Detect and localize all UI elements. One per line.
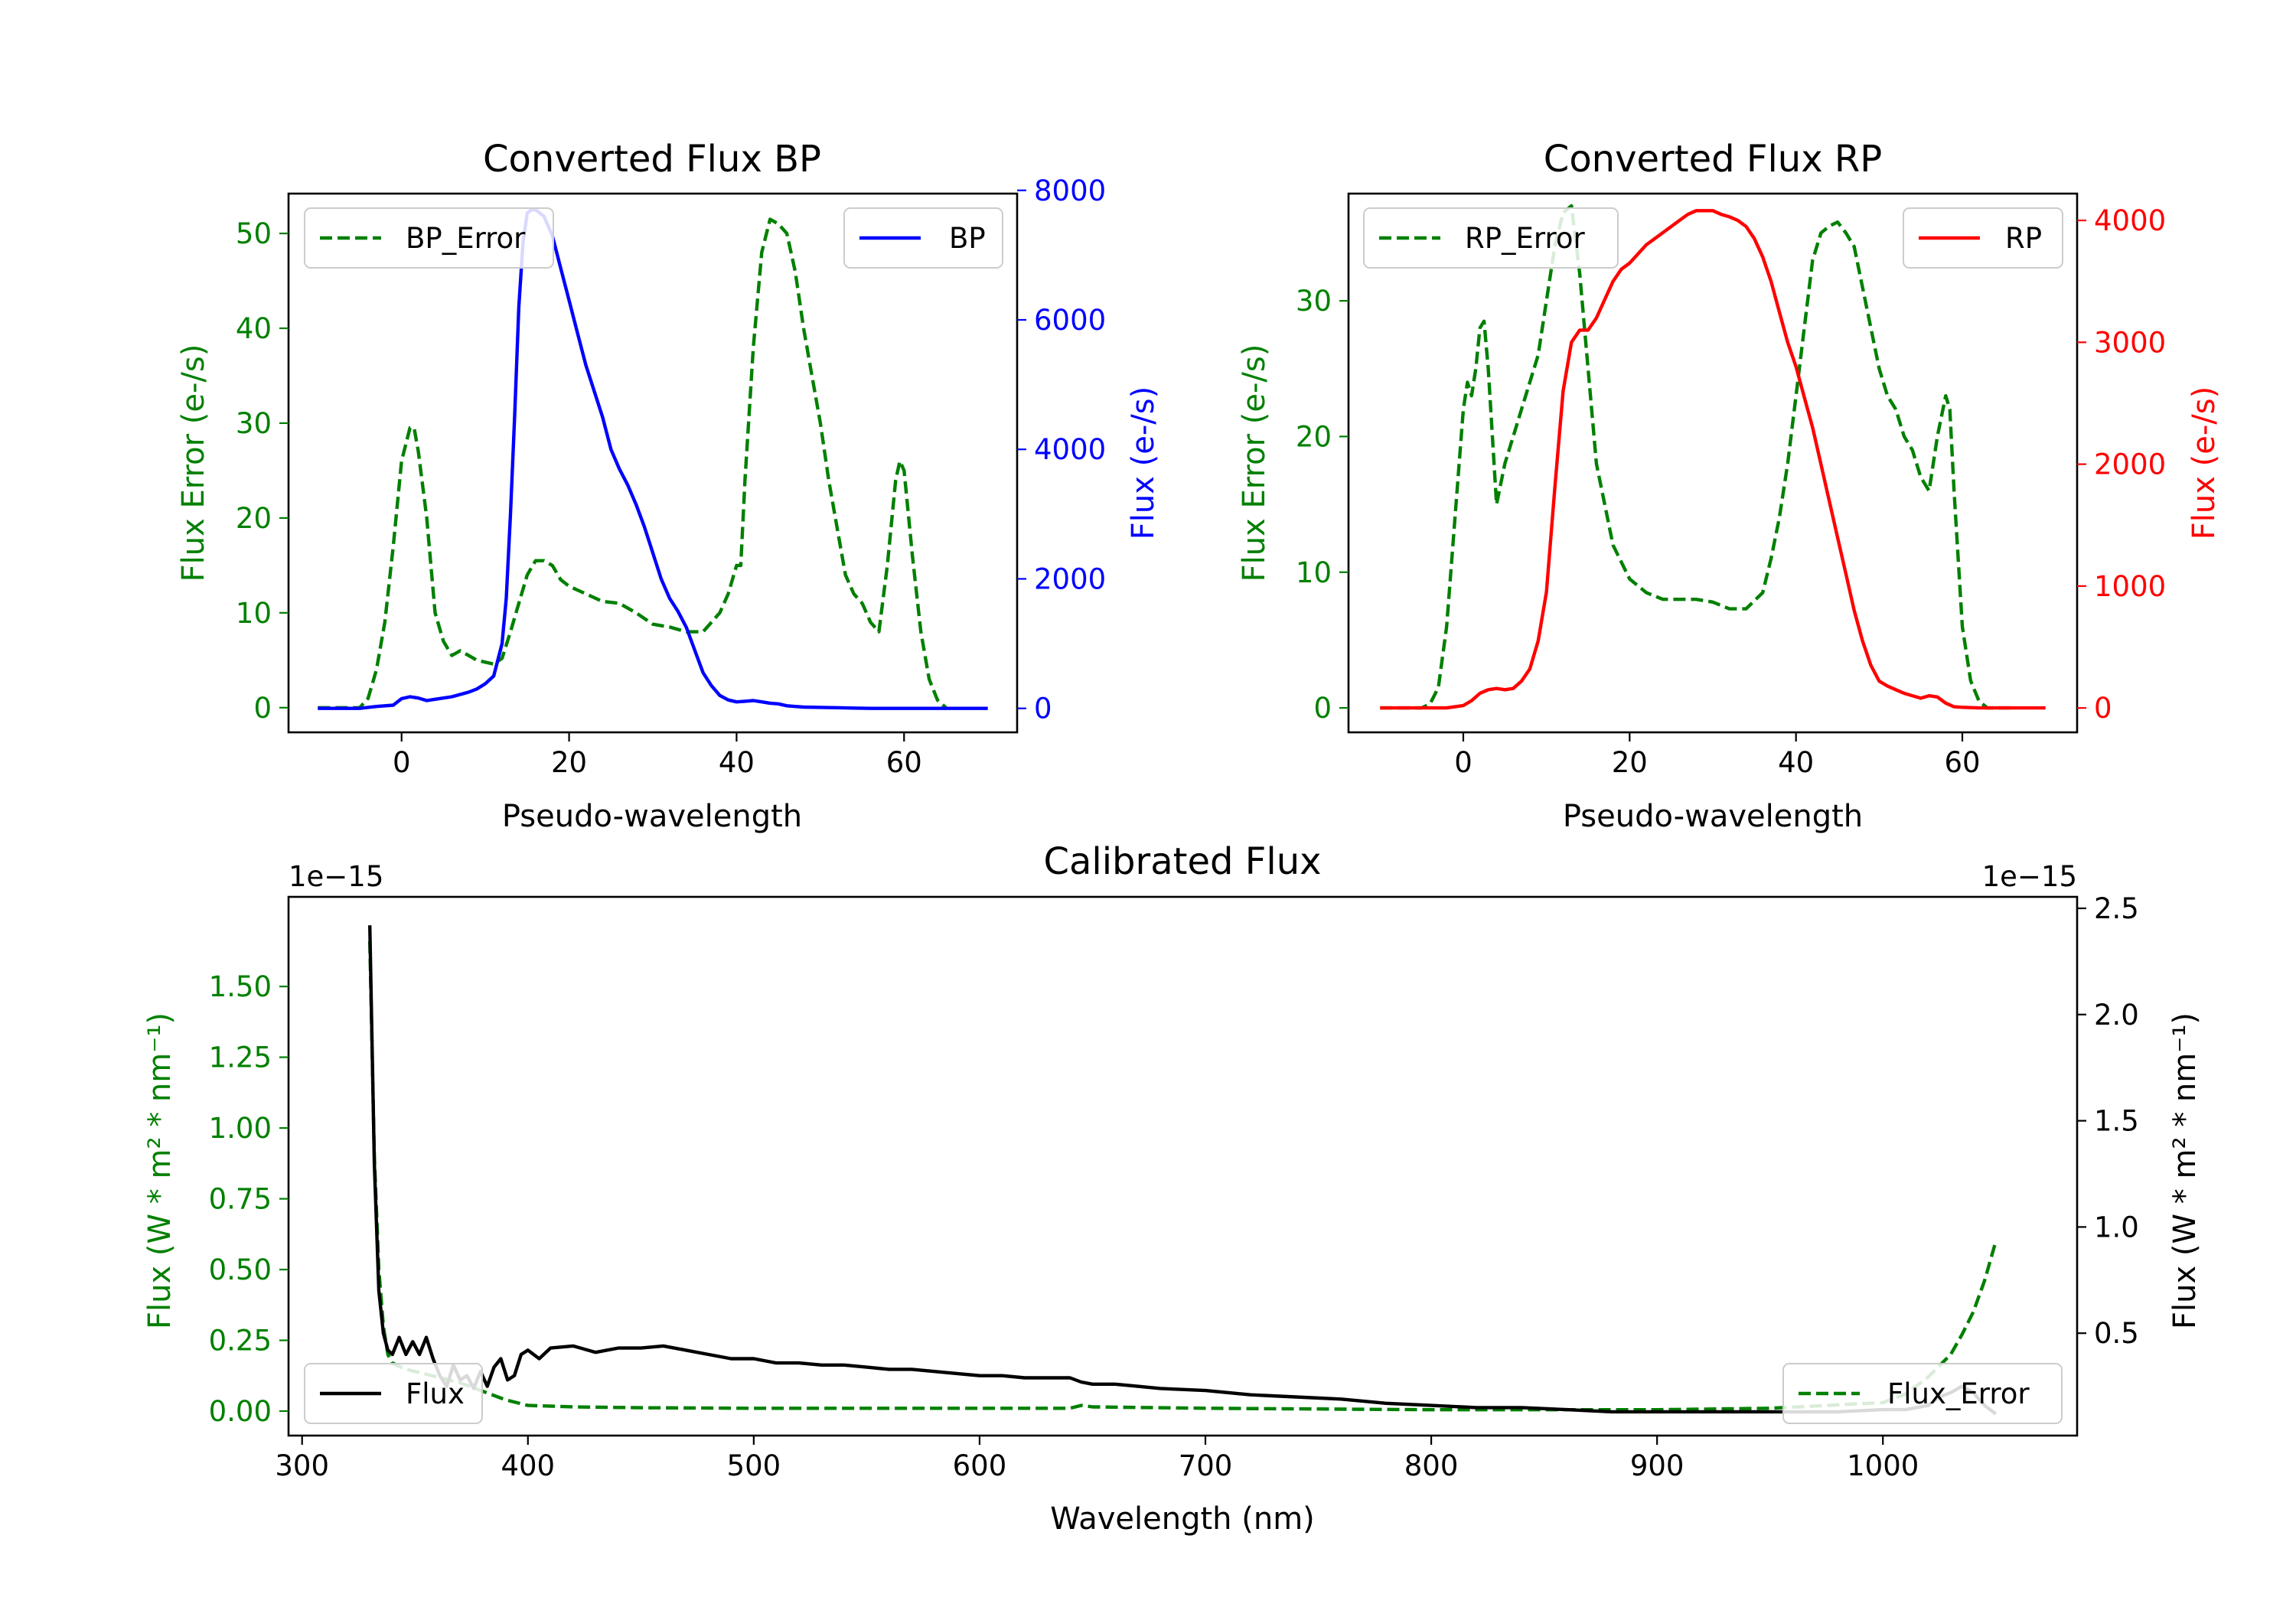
- plot-area: [318, 208, 988, 710]
- y-tick-label-left: 0: [1313, 692, 1332, 725]
- y-tick-label-right: 2000: [2094, 448, 2166, 481]
- y-tick-label-right: 0: [2094, 692, 2112, 725]
- panel-converted-flux-rp: Converted Flux RP 0 20 40 60 0 10 20 30 0 1000 200…: [1237, 138, 2222, 834]
- legend-left: Flux: [304, 1363, 483, 1424]
- x-axis-label: Wavelength (nm): [1050, 1501, 1315, 1537]
- y-tick-label-right: 4000: [1034, 433, 1106, 466]
- x-tick-label: 1000: [1847, 1449, 1919, 1482]
- y-tick-label-right: 6000: [1034, 304, 1106, 337]
- y-tick-label-left: 0.75: [209, 1183, 272, 1216]
- x-tick-label: 40: [1778, 746, 1814, 779]
- panel-converted-flux-bp: Converted Flux BP 0 20 40 60 0 10 20 30 40 50 0 200…: [176, 138, 1161, 834]
- series-line-bp: [318, 208, 988, 710]
- series-line-bp-error: [318, 217, 947, 709]
- chart-title: Converted Flux BP: [483, 138, 821, 181]
- y-tick-label-right: 3000: [2094, 326, 2166, 359]
- y-axis-label-left: Flux Error (e-/s): [1237, 344, 1272, 582]
- y-axis-label-right: Flux (e-/s): [2187, 386, 2222, 539]
- x-tick-label: 0: [393, 746, 411, 779]
- x-tick-label: 20: [1612, 746, 1648, 779]
- y-axis-offset-right: 1e−15: [1982, 860, 2077, 893]
- y-tick-label-right: 2000: [1034, 562, 1106, 595]
- axes: 0 20 40 60 0 10 20 30 40 50 0 2000 4000 6000 8000: [236, 174, 1106, 779]
- y-tick-label-right: 0.5: [2094, 1317, 2139, 1350]
- legend-label-bp-error: BP_Error: [406, 222, 526, 255]
- y-tick-label-left: 20: [236, 502, 272, 535]
- chart-title: Converted Flux RP: [1544, 138, 1882, 181]
- x-tick-label: 700: [1179, 1449, 1233, 1482]
- y-tick-label-left: 1.25: [209, 1041, 272, 1074]
- y-axis-label-right: Flux (e-/s): [1126, 386, 1161, 539]
- legend-right: RP: [1903, 207, 2063, 269]
- y-tick-label-left: 1.00: [209, 1112, 272, 1145]
- y-tick-label-left: 50: [236, 217, 272, 250]
- x-tick-label: 600: [953, 1449, 1007, 1482]
- x-tick-label: 800: [1404, 1449, 1459, 1482]
- y-tick-label-right: 2.5: [2094, 892, 2139, 925]
- y-axis-label-right: Flux (W * m² * nm⁻¹): [2167, 1012, 2203, 1329]
- x-tick-label: 60: [1944, 746, 1980, 779]
- x-axis-label: Pseudo-wavelength: [502, 799, 802, 834]
- y-tick-label-right: 8000: [1034, 174, 1106, 207]
- plot-area: [1380, 204, 2046, 710]
- x-tick-label: 60: [886, 746, 922, 779]
- x-tick-label: 900: [1630, 1449, 1684, 1482]
- y-axis-label-left: Flux (W * m² * nm⁻¹): [142, 1012, 178, 1329]
- series-line-rp: [1380, 209, 2046, 710]
- x-axis-label: Pseudo-wavelength: [1563, 799, 1863, 834]
- y-tick-label-left: 40: [236, 312, 272, 345]
- x-tick-label: 500: [727, 1449, 781, 1482]
- y-tick-label-left: 1.50: [209, 970, 272, 1003]
- axes: 300 400 500 600 700 800 900 1000 0.00 0.25 0.50 0.7…: [209, 892, 2139, 1482]
- legend-left: BP_Error: [304, 207, 554, 269]
- axes-frame: [1347, 192, 2079, 734]
- legend-left: RP_Error: [1363, 207, 1619, 269]
- y-tick-label-right: 1.5: [2094, 1105, 2139, 1138]
- legend-label-rp-error: RP_Error: [1465, 222, 1585, 255]
- x-tick-label: 0: [1454, 746, 1473, 779]
- x-tick-label: 20: [551, 746, 587, 779]
- y-tick-label-left: 30: [236, 407, 272, 440]
- x-tick-label: 40: [719, 746, 755, 779]
- legend-label-bp: BP: [949, 222, 986, 255]
- y-tick-label-right: 0: [1034, 693, 1052, 725]
- y-tick-label-left: 20: [1296, 420, 1332, 453]
- y-tick-label-left: 10: [1296, 556, 1332, 589]
- y-axis-label-left: Flux Error (e-/s): [176, 344, 211, 582]
- axes: 0 20 40 60 0 10 20 30 0 1000 2000 3000 4000: [1296, 204, 2166, 779]
- y-tick-label-left: 0.00: [209, 1395, 272, 1428]
- chart-title: Calibrated Flux: [1043, 840, 1321, 883]
- legend-right: Flux_Error: [1782, 1363, 2063, 1424]
- y-tick-label-left: 0: [253, 692, 272, 725]
- axes-frame: [287, 895, 2079, 1437]
- legend-right: BP: [843, 207, 1003, 269]
- y-tick-label-left: 10: [236, 597, 272, 630]
- y-axis-offset-left: 1e−15: [289, 860, 383, 893]
- legend-label-flux-error: Flux_Error: [1887, 1377, 2030, 1410]
- axes-frame: [287, 192, 1019, 734]
- y-tick-label-left: 0.25: [209, 1325, 272, 1358]
- legend-label-flux: Flux: [406, 1377, 465, 1410]
- y-tick-label-left: 30: [1296, 285, 1332, 318]
- y-tick-label-right: 4000: [2094, 204, 2166, 237]
- x-tick-label: 300: [275, 1449, 329, 1482]
- series-line-rp-error: [1380, 204, 2013, 710]
- y-tick-label-right: 1000: [2094, 570, 2166, 603]
- y-tick-label-right: 1.0: [2094, 1211, 2139, 1244]
- y-tick-label-left: 0.50: [209, 1253, 272, 1286]
- y-tick-label-right: 2.0: [2094, 999, 2139, 1032]
- panel-calibrated-flux: Calibrated Flux 1e−15 1e−15 300 400 500 600…: [142, 840, 2203, 1537]
- legend-label-rp: RP: [2005, 222, 2042, 255]
- x-tick-label: 400: [501, 1449, 555, 1482]
